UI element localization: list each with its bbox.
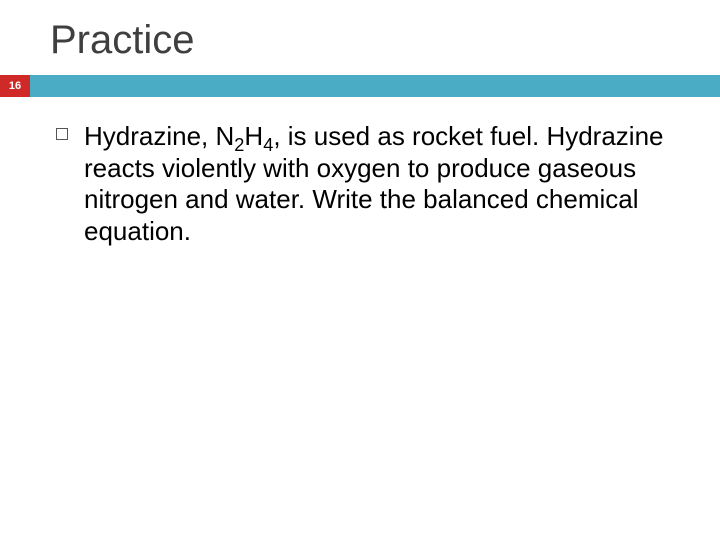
page-number-badge: 16 [0,75,30,97]
header-bar: 16 [0,75,720,97]
content-area: Hydrazine, N2H4, is used as rocket fuel.… [0,97,720,248]
body-pre: Hydrazine, N [84,121,234,151]
accent-bar [30,75,720,97]
body-text: Hydrazine, N2H4, is used as rocket fuel.… [84,121,670,248]
bullet-icon [56,128,68,140]
body-mid1: H [244,121,263,151]
page-title: Practice [0,0,720,75]
